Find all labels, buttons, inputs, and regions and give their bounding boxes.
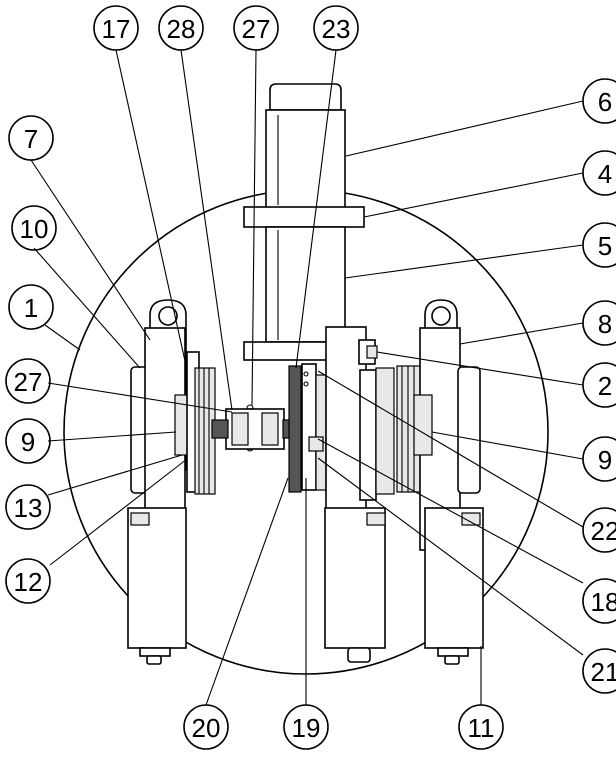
callout-8: 8 — [582, 300, 616, 346]
callout-12: 12 — [5, 558, 51, 604]
callout-21: 21 — [582, 648, 616, 694]
callout-9-left: 9 — [5, 418, 51, 464]
callout-label: 2 — [598, 371, 612, 401]
callout-10: 10 — [11, 205, 57, 251]
callout-label: 18 — [591, 587, 616, 617]
callout-27-left: 27 — [5, 358, 51, 404]
center-coupler — [211, 404, 294, 452]
callout-4: 4 — [582, 150, 616, 196]
callout-label: 22 — [591, 516, 616, 546]
callout-20: 20 — [183, 704, 229, 750]
callout-label: 28 — [167, 14, 196, 44]
callout-label: 1 — [24, 293, 38, 323]
callout-label: 17 — [102, 14, 131, 44]
callout-label: 10 — [20, 214, 49, 244]
callout-label: 8 — [598, 309, 612, 339]
callout-18: 18 — [582, 578, 616, 624]
callout-23: 23 — [313, 5, 359, 51]
right-wheel-assembly — [375, 299, 484, 665]
callout-label: 9 — [21, 427, 35, 457]
callout-28: 28 — [158, 5, 204, 51]
callout-17: 17 — [93, 5, 139, 51]
callout-22: 22 — [582, 507, 616, 553]
callout-label: 4 — [598, 159, 612, 189]
callout-label: 13 — [14, 493, 43, 523]
callout-6: 6 — [582, 78, 616, 124]
left-wheel-assembly — [127, 299, 216, 665]
middle-wheel-assembly — [324, 326, 386, 663]
callout-label: 7 — [24, 124, 38, 154]
callout-label: 27 — [242, 14, 271, 44]
callout-label: 9 — [598, 445, 612, 475]
callout-label: 21 — [591, 657, 616, 687]
callout-9-right: 9 — [582, 436, 616, 482]
callout-label: 27 — [14, 367, 43, 397]
callout-19: 19 — [283, 704, 329, 750]
gear-stack — [288, 363, 327, 493]
callout-label: 23 — [322, 14, 351, 44]
callout-7: 7 — [8, 115, 54, 161]
callout-label: 19 — [292, 713, 321, 743]
callout-label: 6 — [598, 87, 612, 117]
leader-lines — [30, 49, 584, 706]
callout-2: 2 — [582, 362, 616, 408]
callout-11: 11 — [458, 704, 504, 750]
callout-1: 1 — [8, 284, 54, 330]
callout-label: 12 — [14, 567, 43, 597]
callout-label: 5 — [598, 231, 612, 261]
callout-label: 11 — [468, 713, 495, 743]
callout-13: 13 — [5, 484, 51, 530]
callout-5: 5 — [582, 222, 616, 268]
callout-27-top: 27 — [233, 5, 279, 51]
callout-label: 20 — [192, 713, 221, 743]
vertical-post — [243, 83, 365, 361]
